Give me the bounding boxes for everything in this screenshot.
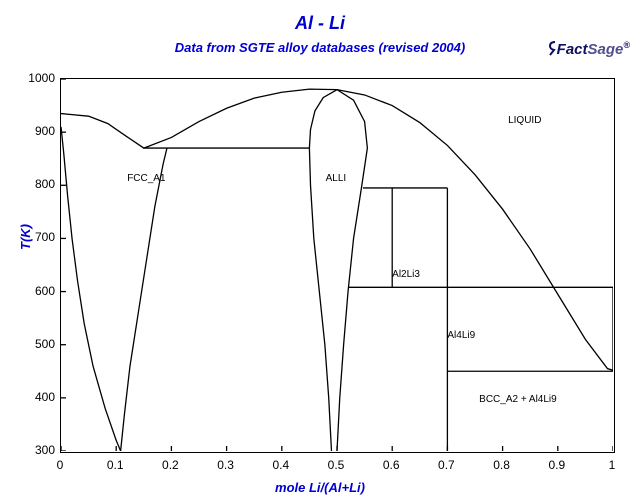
x-tick: 0.9 <box>542 458 572 472</box>
region-label: BCC_A2 + Al4Li9 <box>479 394 557 405</box>
region-label: FCC_A1 <box>127 173 165 184</box>
y-tick: 500 <box>15 337 55 351</box>
region-label: ALLI <box>326 173 347 184</box>
chart-title: Al - Li <box>0 13 640 34</box>
x-tick: 0.3 <box>211 458 241 472</box>
y-tick: 600 <box>15 284 55 298</box>
x-tick: 0.6 <box>376 458 406 472</box>
y-tick: 800 <box>15 177 55 191</box>
x-tick: 0.7 <box>431 458 461 472</box>
x-tick: 0.2 <box>155 458 185 472</box>
region-label: LIQUID <box>508 115 541 126</box>
x-tick: 0.4 <box>266 458 296 472</box>
y-tick: 400 <box>15 390 55 404</box>
y-tick: 900 <box>15 124 55 138</box>
y-tick: 700 <box>15 230 55 244</box>
x-tick: 0.5 <box>321 458 351 472</box>
factsage-logo: FactSage® <box>547 40 630 58</box>
x-tick: 0.1 <box>100 458 130 472</box>
x-tick: 0 <box>45 458 75 472</box>
region-label: Al2Li3 <box>392 269 420 280</box>
x-tick: 1 <box>597 458 627 472</box>
y-tick: 300 <box>15 443 55 457</box>
x-tick: 0.8 <box>487 458 517 472</box>
chart-subtitle: Data from SGTE alloy databases (revised … <box>0 40 640 55</box>
y-tick: 1000 <box>15 71 55 85</box>
x-axis-label: mole Li/(Al+Li) <box>0 480 640 495</box>
region-label: Al4Li9 <box>447 330 475 341</box>
